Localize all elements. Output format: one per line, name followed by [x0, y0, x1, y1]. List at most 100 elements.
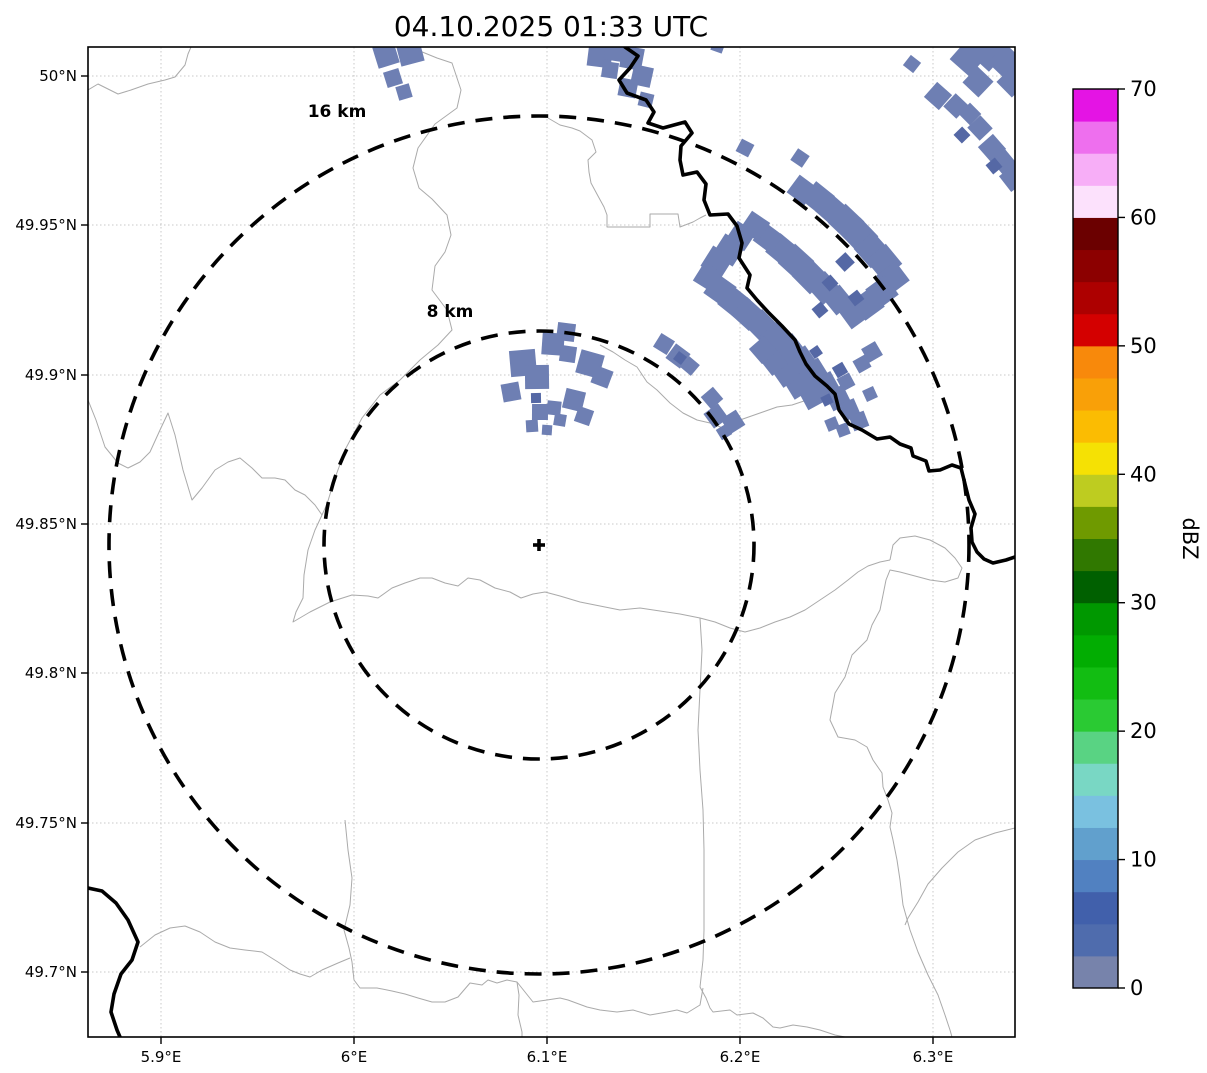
radar-echo-cell	[902, 54, 922, 74]
colorbar-segment	[1073, 666, 1118, 700]
radar-echo-cell	[573, 405, 595, 427]
colorbar-tick-label: 0	[1130, 976, 1143, 1000]
colorbar-segment	[1073, 891, 1118, 925]
colorbar-tick-label: 50	[1130, 334, 1157, 358]
radar-echo-cell	[382, 67, 404, 89]
radar-echo-cell	[821, 274, 839, 292]
radar-echo-layer	[372, 47, 1015, 441]
range-rings-layer	[107, 114, 971, 976]
radar-echo-cell	[835, 422, 851, 438]
colorbar-segment	[1073, 217, 1118, 251]
radar-echo-cell	[820, 393, 834, 407]
colorbar-segment	[1073, 121, 1118, 154]
radar-echo-cell	[553, 413, 567, 427]
x-tick-label: 6.3°E	[913, 1048, 954, 1066]
admin-border-line	[88, 47, 192, 95]
radar-echo-cell	[862, 386, 878, 402]
radar-echo-cell	[500, 381, 522, 403]
y-tick-label: 49.9°N	[25, 366, 77, 384]
colorbar-segment	[1073, 442, 1118, 475]
radar-echo-cell	[546, 400, 562, 416]
radar-echo-cell	[836, 372, 856, 392]
colorbar-segment	[1073, 699, 1118, 732]
admin-border-line	[599, 344, 819, 429]
colorbar-axis-label: dBZ	[1178, 517, 1202, 559]
colorbar-segment	[1073, 345, 1118, 379]
radar-echo-cell	[847, 289, 865, 307]
colorbar-segment	[1073, 827, 1118, 861]
colorbar-tick-label: 10	[1130, 848, 1157, 872]
range-ring	[107, 114, 971, 976]
admin-border-line	[139, 925, 351, 978]
radar-echo-cell	[748, 335, 778, 365]
radar-echo-cell	[953, 126, 971, 144]
radar-echo-cell	[998, 163, 1015, 193]
radar-echo-cell	[967, 115, 993, 141]
radar-echo-cell	[790, 148, 810, 168]
colorbar-segment	[1073, 634, 1118, 668]
radar-echo-cell	[809, 345, 823, 359]
radar-echo-cell	[541, 424, 553, 436]
radar-site-layer	[533, 539, 545, 551]
admin-border-line	[516, 981, 523, 1037]
colorbar: 0 10 20 30 40 50 60 70	[1072, 77, 1157, 1000]
radar-echo-cell	[561, 387, 587, 413]
radar-echo-cell	[735, 138, 755, 158]
x-tick-label: 6°E	[341, 1048, 368, 1066]
y-tick-label: 49.95°N	[15, 216, 77, 234]
admin-border-line	[829, 535, 963, 1037]
colorbar-outline	[1072, 88, 1119, 989]
radar-echo-cell	[558, 344, 578, 364]
colorbar-segment	[1073, 249, 1118, 283]
admin-border-line	[697, 617, 846, 1037]
radar-echo-cell	[958, 102, 982, 126]
radar-echo-cell	[531, 403, 549, 421]
radar-echo-cell	[703, 403, 729, 429]
river-border-line	[617, 47, 1015, 565]
y-tick-label: 49.75°N	[15, 814, 77, 832]
admin-border-line	[547, 117, 707, 228]
axis-ticks-layer: 5.9°E 6°E 6.1°E 6.2°E 6.3°E 50°N 49.95°N 49.9°N…	[15, 67, 953, 1066]
colorbar-segment	[1073, 89, 1118, 122]
radar-echo-cell	[852, 354, 872, 374]
range-ring	[322, 329, 756, 761]
colorbar-segment	[1073, 153, 1118, 186]
colorbar-segment	[1073, 538, 1118, 572]
radar-echo-cell	[530, 392, 542, 404]
colorbar-segment	[1073, 602, 1118, 636]
colorbar-segment	[1073, 281, 1118, 315]
admin-border-line	[292, 514, 891, 633]
colorbar-tick-label: 60	[1130, 205, 1157, 229]
admin-borders-layer	[88, 47, 1015, 1037]
radar-echo-cell	[395, 47, 425, 67]
plot-title: 04.10.2025 01:33 UTC	[394, 10, 708, 43]
colorbar-tick-label: 20	[1130, 719, 1157, 743]
y-tick-label: 49.8°N	[25, 664, 77, 682]
radar-echo-cell	[861, 341, 883, 363]
radar-echo-cell	[835, 252, 855, 272]
radar-echo-cell	[715, 423, 733, 441]
range-ring-label-16km: 16 km	[308, 102, 367, 122]
radar-echo-cell	[525, 419, 539, 433]
colorbar-segment	[1073, 731, 1118, 764]
admin-border-line	[321, 47, 462, 516]
y-tick-label: 49.7°N	[25, 963, 77, 981]
colorbar-segment	[1073, 506, 1118, 539]
colorbar-tick-label: 30	[1130, 591, 1157, 615]
admin-border-line	[88, 399, 323, 516]
radar-echo-cell	[672, 350, 688, 366]
radar-echo-cell	[700, 386, 724, 410]
y-tick-label: 49.85°N	[15, 515, 77, 533]
radar-echo-cell	[831, 361, 849, 379]
x-tick-label: 6.2°E	[720, 1048, 761, 1066]
admin-border-line	[904, 827, 1015, 926]
colorbar-segment	[1073, 795, 1118, 828]
colorbar-segment	[1073, 313, 1118, 347]
radar-echo-cell	[395, 83, 413, 101]
radar-echo-cell	[680, 356, 700, 376]
colorbar-segment	[1073, 763, 1118, 796]
colorbar-segment	[1073, 955, 1118, 989]
radar-echo-cell	[962, 66, 994, 98]
